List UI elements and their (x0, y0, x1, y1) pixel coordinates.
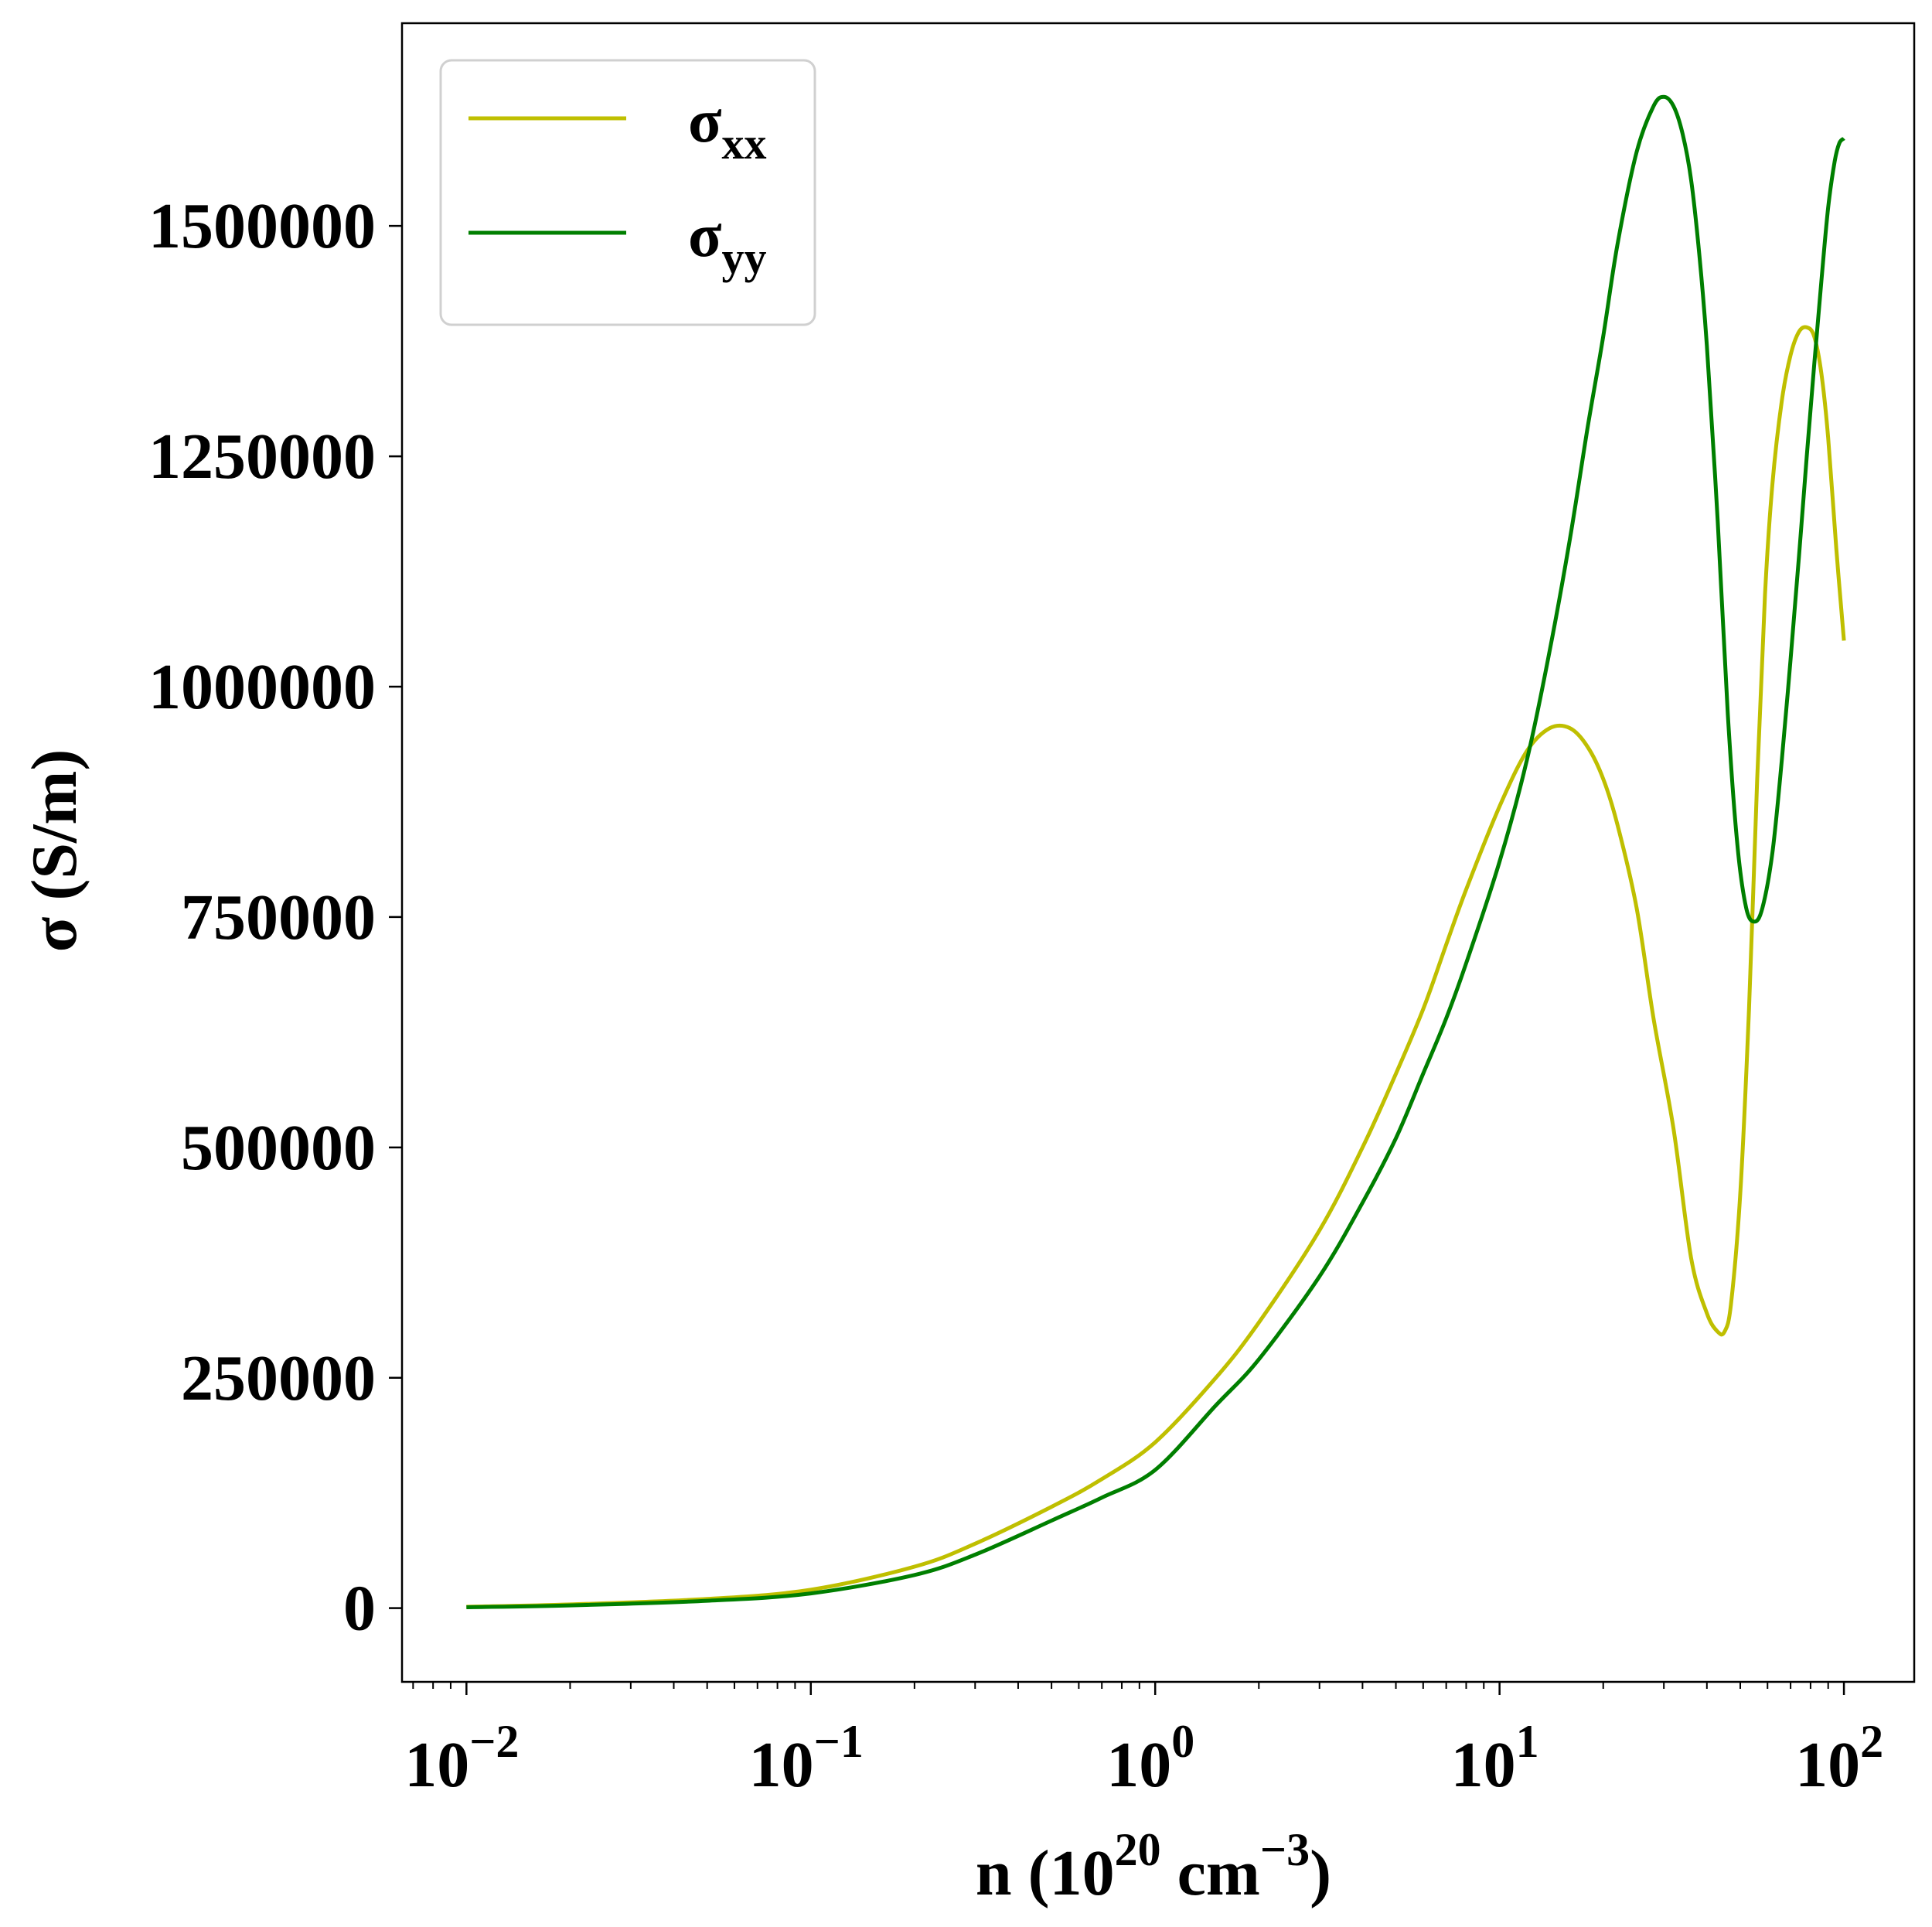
legend-box (439, 59, 816, 326)
x-axis: 10−2 10−1 100 101 102 (404, 1682, 1883, 1801)
legend: σxx σyy (439, 59, 816, 326)
series-line-sigma-yy (466, 94, 1845, 1609)
y-tick-label: 0 (343, 1573, 376, 1645)
y-axis: 0 250000 500000 750000 1000000 1250000 1500000 (148, 190, 402, 1645)
y-tick-label: 250000 (181, 1342, 376, 1414)
x-axis-label-end: ) (1310, 1837, 1331, 1909)
x-axis-label-mid: cm (1161, 1837, 1260, 1909)
plot-frame (400, 22, 1916, 1683)
y-tick-label: 1000000 (148, 651, 376, 723)
x-axis-label-sup1: 20 (1115, 1824, 1161, 1875)
series-layer (466, 94, 1846, 1609)
x-axis-label-base: n (10 (976, 1837, 1115, 1909)
x-tick-label: 101 (1451, 1716, 1539, 1801)
x-axis-label: n (1020 cm−3) (976, 1824, 1331, 1909)
y-tick-label: 1250000 (148, 421, 376, 493)
x-tick-label: 102 (1795, 1716, 1883, 1801)
series-line-sigma-xx (466, 325, 1846, 1609)
x-tick-label: 100 (1106, 1716, 1194, 1801)
x-axis-label-sup2: −3 (1260, 1824, 1310, 1875)
y-tick-label: 1500000 (148, 190, 376, 262)
legend-label-sigma-xx: σxx (688, 87, 767, 169)
x-tick-label: 10−2 (404, 1716, 519, 1801)
x-tick-label: 10−1 (749, 1716, 864, 1801)
legend-label-sigma-yy: σyy (688, 202, 767, 283)
y-tick-label: 750000 (181, 882, 376, 953)
y-axis-label: σ (S/m) (19, 749, 90, 953)
y-tick-label: 500000 (181, 1112, 376, 1184)
